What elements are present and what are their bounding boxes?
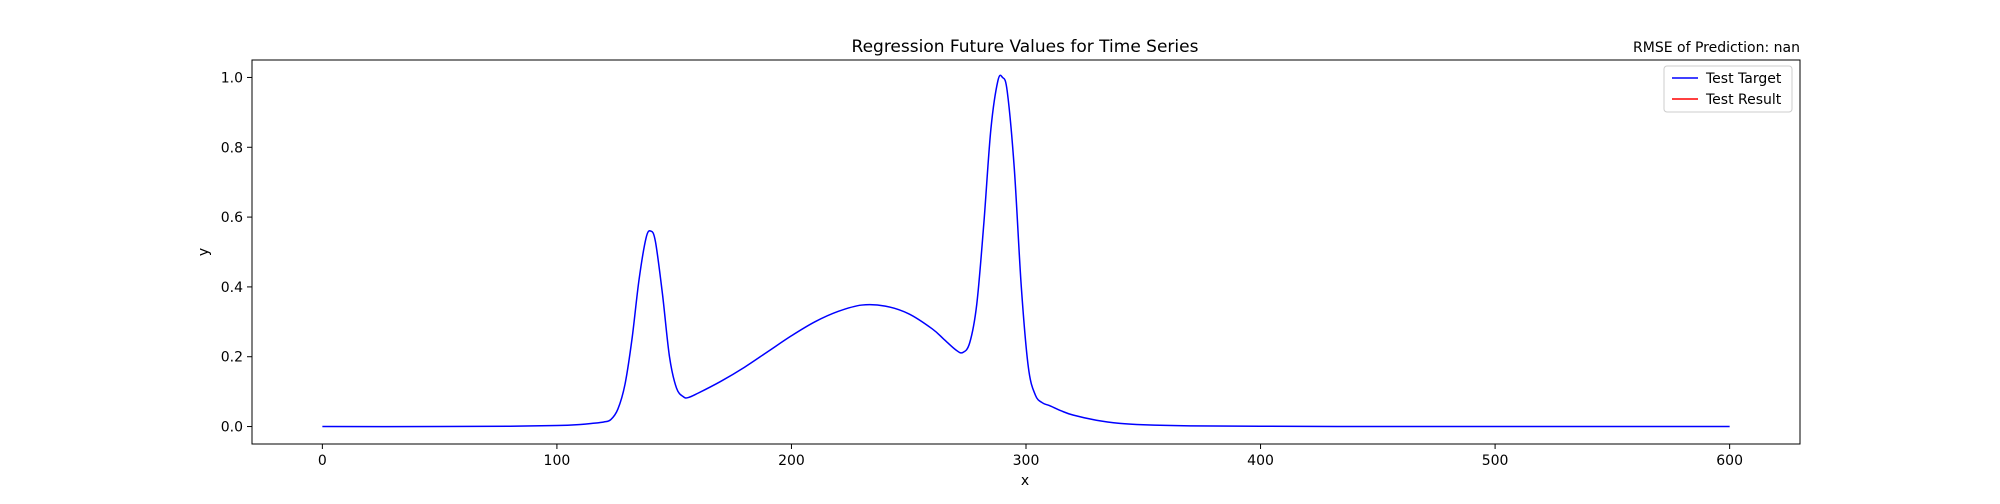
y-axis-label: y [196,248,212,256]
chart-title: Regression Future Values for Time Series [852,37,1199,57]
x-tick-label: 300 [1013,453,1040,469]
x-tick-label: 0 [318,453,327,469]
chart-subtitle: RMSE of Prediction: nan [1633,40,1800,56]
x-tick-label: 100 [544,453,571,469]
y-tick-label: 0.6 [221,210,243,226]
x-axis: 0 100 200 300 400 500 600 [318,444,1743,469]
legend-label-test-target: Test Target [1705,71,1782,87]
series-layer [322,74,1730,428]
x-tick-label: 500 [1482,453,1509,469]
x-tick-label: 600 [1716,453,1743,469]
y-tick-label: 0.0 [221,420,243,436]
legend-label-test-result: Test Result [1705,92,1782,108]
x-tick-label: 400 [1247,453,1274,469]
y-tick-label: 0.4 [221,280,243,296]
plot-background [252,60,1800,444]
x-tick-label: 200 [778,453,805,469]
y-tick-label: 0.8 [221,140,243,156]
y-tick-label: 0.2 [221,350,243,366]
y-tick-label: 1.0 [221,70,243,86]
y-axis: 0.0 0.2 0.4 0.6 0.8 1.0 [221,70,252,436]
legend: Test Target Test Result [1663,65,1793,113]
x-axis-label: x [1021,473,1029,489]
series-line-test-target [322,74,1730,428]
